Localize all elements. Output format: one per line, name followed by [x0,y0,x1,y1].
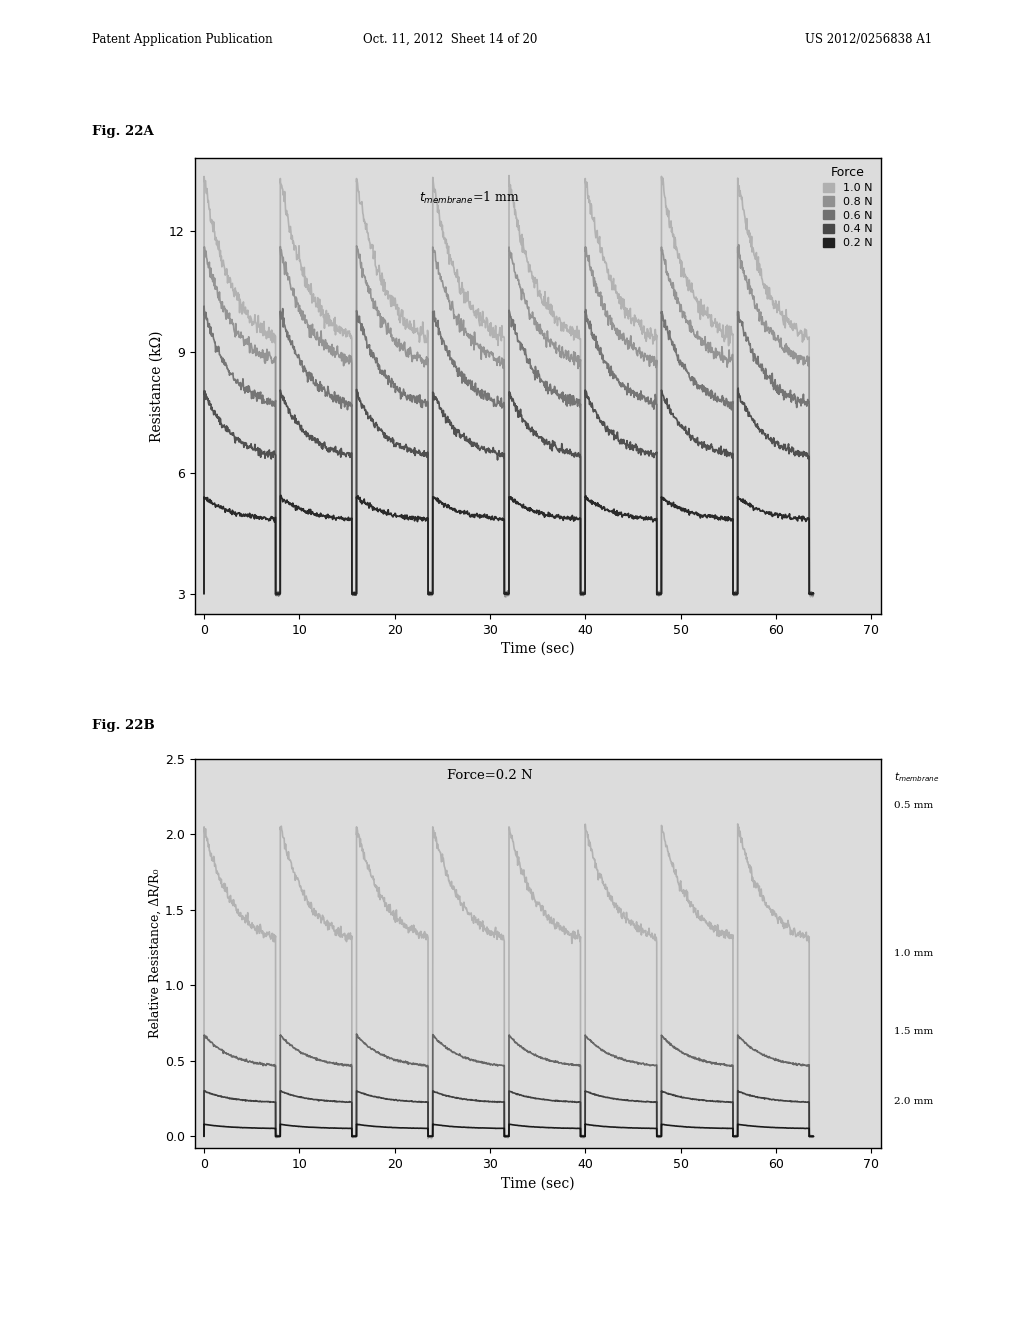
Text: 1.5 mm: 1.5 mm [894,1027,934,1036]
Text: $t_{membrane}$=1 mm: $t_{membrane}$=1 mm [419,190,519,206]
Text: Fig. 22B: Fig. 22B [92,719,155,733]
Text: 0.5 mm: 0.5 mm [894,801,934,810]
Text: Fig. 22A: Fig. 22A [92,125,154,139]
Text: Patent Application Publication: Patent Application Publication [92,33,272,46]
Text: 1.0 mm: 1.0 mm [894,949,934,958]
Text: Force=0.2 N: Force=0.2 N [446,768,532,781]
X-axis label: Time (sec): Time (sec) [501,1176,574,1191]
Text: US 2012/0256838 A1: US 2012/0256838 A1 [805,33,932,46]
Text: 2.0 mm: 2.0 mm [894,1097,934,1106]
Text: $t_{membrane}$: $t_{membrane}$ [894,771,940,784]
Y-axis label: Relative Resistance, ΔR/R₀: Relative Resistance, ΔR/R₀ [150,869,162,1039]
Legend: 1.0 N, 0.8 N, 0.6 N, 0.4 N, 0.2 N: 1.0 N, 0.8 N, 0.6 N, 0.4 N, 0.2 N [821,164,876,251]
Y-axis label: Resistance (kΩ): Resistance (kΩ) [150,330,164,442]
Text: Oct. 11, 2012  Sheet 14 of 20: Oct. 11, 2012 Sheet 14 of 20 [364,33,538,46]
X-axis label: Time (sec): Time (sec) [501,642,574,656]
